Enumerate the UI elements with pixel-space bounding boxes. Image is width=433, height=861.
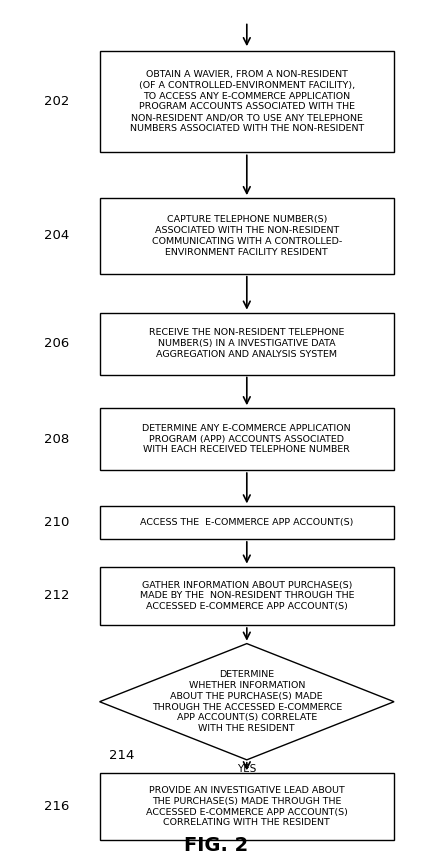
Text: 206: 206 <box>44 337 69 350</box>
Text: RECEIVE THE NON-RESIDENT TELEPHONE
NUMBER(S) IN A INVESTIGATIVE DATA
AGGREGATION: RECEIVE THE NON-RESIDENT TELEPHONE NUMBE… <box>149 328 345 359</box>
Text: 202: 202 <box>44 95 69 108</box>
Bar <box>100 408 394 470</box>
Bar <box>100 567 394 625</box>
Text: 212: 212 <box>44 589 69 603</box>
Bar <box>100 313 394 375</box>
Bar <box>100 51 394 152</box>
Text: DETERMINE
WHETHER INFORMATION
ABOUT THE PURCHASE(S) MADE
THROUGH THE ACCESSED E-: DETERMINE WHETHER INFORMATION ABOUT THE … <box>152 671 342 733</box>
Text: 208: 208 <box>44 432 69 446</box>
Text: FIG. 2: FIG. 2 <box>184 836 249 855</box>
Polygon shape <box>100 644 394 760</box>
Text: 204: 204 <box>44 229 69 243</box>
Text: GATHER INFORMATION ABOUT PURCHASE(S)
MADE BY THE  NON-RESIDENT THROUGH THE
ACCES: GATHER INFORMATION ABOUT PURCHASE(S) MAD… <box>139 580 354 611</box>
Text: 214: 214 <box>109 749 134 763</box>
Text: 216: 216 <box>44 800 69 814</box>
Bar <box>100 773 394 840</box>
Text: DETERMINE ANY E-COMMERCE APPLICATION
PROGRAM (APP) ACCOUNTS ASSOCIATED
WITH EACH: DETERMINE ANY E-COMMERCE APPLICATION PRO… <box>142 424 351 455</box>
Text: OBTAIN A WAVIER, FROM A NON-RESIDENT
(OF A CONTROLLED-ENVIRONMENT FACILITY),
TO : OBTAIN A WAVIER, FROM A NON-RESIDENT (OF… <box>130 71 364 133</box>
Text: CAPTURE TELEPHONE NUMBER(S)
ASSOCIATED WITH THE NON-RESIDENT
COMMUNICATING WITH : CAPTURE TELEPHONE NUMBER(S) ASSOCIATED W… <box>152 215 342 257</box>
Bar <box>100 506 394 539</box>
Text: 210: 210 <box>44 516 69 530</box>
Bar <box>100 198 394 274</box>
Text: ACCESS THE  E-COMMERCE APP ACCOUNT(S): ACCESS THE E-COMMERCE APP ACCOUNT(S) <box>140 518 353 527</box>
Text: YES: YES <box>237 764 256 774</box>
Text: PROVIDE AN INVESTIGATIVE LEAD ABOUT
THE PURCHASE(S) MADE THROUGH THE
ACCESSED E-: PROVIDE AN INVESTIGATIVE LEAD ABOUT THE … <box>146 786 348 827</box>
